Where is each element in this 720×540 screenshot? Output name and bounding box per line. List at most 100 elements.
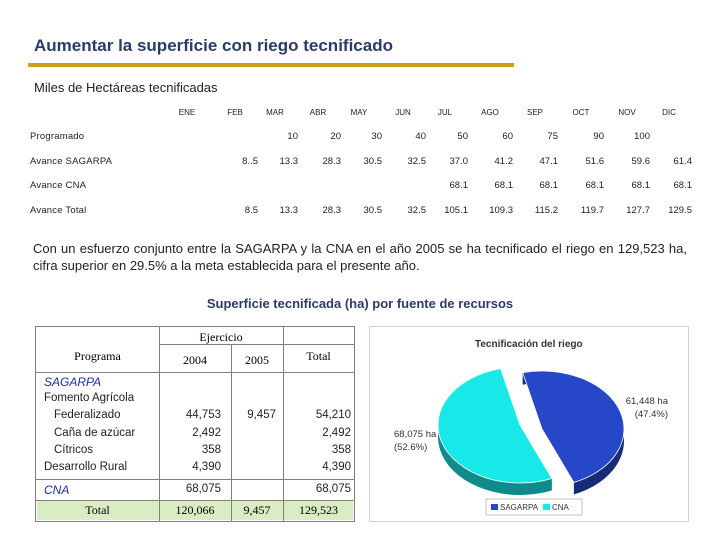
monthly-cell: 32.5 (407, 205, 427, 216)
cell-citricos-2004: 358 (201, 444, 221, 456)
monthly-row-label: Avance SAGARPA (30, 156, 113, 167)
cell-desarrollo-total: 4,390 (322, 461, 351, 473)
monthly-cell: 115.2 (534, 205, 558, 216)
monthly-cell: 32.5 (407, 156, 427, 167)
monthly-row: Programado 10 20 30 40 50 60 75 90 100 (28, 131, 688, 145)
total-row-background (37, 501, 353, 520)
monthly-cell: 8.5 (244, 205, 258, 216)
summary-paragraph: Con un esfuerzo conjunto entre la SAGARP… (33, 241, 687, 273)
pie-slice-sagarpa (522, 370, 625, 483)
monthly-row-label: Programado (30, 131, 85, 142)
month-header-mar: MAR (266, 108, 284, 117)
cell-federalizado-2004: 44,753 (185, 409, 221, 421)
monthly-cell: 20 (330, 131, 341, 142)
monthly-cell: 100 (634, 131, 650, 142)
monthly-cell: 68.1 (631, 180, 651, 191)
monthly-cell: 60 (502, 131, 513, 142)
page-title: Aumentar la superficie con riego tecnifi… (34, 36, 393, 55)
monthly-cell: 127.7 (626, 205, 650, 216)
header-divider (36, 372, 354, 373)
monthly-cell: 41.2 (494, 156, 514, 167)
col-header-2004: 2004 (183, 353, 207, 367)
monthly-cell: 109.3 (489, 205, 513, 216)
funding-table-title: Superficie tecnificada (ha) por fuente d… (206, 296, 514, 311)
monthly-cell: 10 (287, 131, 298, 142)
cna-divider-top (36, 479, 354, 480)
monthly-cell: 13.3 (279, 205, 299, 216)
month-header-oct: OCT (572, 108, 590, 117)
monthly-row-label: Avance CNA (30, 180, 87, 191)
month-header-jun: JUN (395, 108, 411, 117)
funding-table: Programa Ejercicio 2004 2005 Total SAGAR… (35, 326, 355, 522)
col-header-ejercicio: Ejercicio (199, 330, 243, 344)
month-header-nov: NOV (618, 108, 636, 117)
total-divider (36, 500, 354, 501)
pie-label-cna-value: 68,075 ha (394, 429, 437, 440)
cell-desarrollo-2004: 4,390 (192, 461, 221, 473)
total-label: Total (85, 503, 110, 517)
pie-slice-cna (437, 368, 553, 484)
program-label-desarrollo-rural: Desarrollo Rural (44, 461, 128, 473)
month-header-feb: FEB (227, 108, 243, 117)
legend-label-sagarpa: SAGARPA (500, 503, 539, 512)
cell-total-2004: 120,066 (175, 503, 215, 517)
month-header-jul: JUL (437, 108, 453, 117)
legend-swatch-sagarpa (491, 504, 498, 510)
col-divider-2 (231, 344, 232, 521)
pie-slice-side-cna (438, 368, 552, 495)
monthly-row-label: Avance Total (30, 205, 87, 216)
monthly-cell: 68.1 (585, 180, 605, 191)
monthly-cell: 68.1 (673, 180, 693, 191)
col-header-total: Total (306, 349, 331, 363)
month-header-ago: AGO (481, 108, 499, 117)
monthly-cell: 8..5 (242, 156, 258, 167)
monthly-cell: 105.1 (444, 205, 468, 216)
month-header-dic: DIC (662, 108, 676, 117)
col-divider-1 (159, 327, 160, 521)
monthly-cell: 68.1 (449, 180, 469, 191)
legend-label-cna: CNA (552, 503, 570, 512)
monthly-cell: 61.4 (673, 156, 693, 167)
cell-cana-total: 2,492 (322, 427, 351, 439)
monthly-row: Avance CNA 68.1 68.1 68.1 68.1 68.1 68.1 (28, 180, 692, 194)
monthly-cell: 47.1 (539, 156, 559, 167)
monthly-cell: 40 (415, 131, 426, 142)
program-label-federalizado: Federalizado (54, 409, 121, 421)
cell-total-total: 129,523 (299, 503, 338, 517)
monthly-cell: 50 (457, 131, 468, 142)
monthly-cell: 68.1 (539, 180, 559, 191)
legend-swatch-cna (543, 504, 550, 510)
monthly-cell: 51.6 (585, 156, 605, 167)
pie-label-sagarpa-value: 61,448 ha (626, 396, 669, 407)
monthly-cell: 129.5 (668, 205, 692, 216)
month-header-abr: ABR (309, 108, 327, 117)
cell-cna-2004: 68,075 (185, 483, 221, 495)
cell-total-2005: 9,457 (243, 503, 271, 517)
monthly-cell: 28.3 (322, 205, 342, 216)
month-header-ene: ENE (178, 108, 196, 117)
title-underline (28, 63, 514, 67)
col-header-2005: 2005 (245, 353, 269, 367)
monthly-cell: 68.1 (494, 180, 514, 191)
cell-cna-total: 68,075 (315, 483, 351, 495)
cell-cana-2004: 2,492 (192, 427, 221, 439)
pie-chart-svg: 61,448 ha (47.4%) 68,075 ha (52.6%) SAGARPA C… (394, 368, 669, 516)
pie-label-cna-percent: (52.6%) (394, 442, 427, 453)
col-header-programa: Programa (74, 349, 121, 363)
pie-label-sagarpa-percent: (47.4%) (635, 409, 668, 420)
chart-title: Tecnificación del riego (475, 339, 583, 350)
pie-chart-panel: Tecnificación del riego 61,448 ha (47.4%)… (369, 326, 689, 522)
col-divider-3 (283, 327, 284, 521)
monthly-cell: 28.3 (322, 156, 342, 167)
cell-federalizado-2005: 9,457 (247, 409, 276, 421)
month-header-may: MAY (350, 108, 368, 117)
monthly-cell: 75 (547, 131, 558, 142)
fomento-agricola-label: Fomento Agrícola (44, 392, 135, 404)
program-label-citricos: Cítricos (54, 444, 93, 456)
cell-federalizado-total: 54,210 (315, 409, 351, 421)
monthly-cell: 30.5 (363, 205, 383, 216)
monthly-cell: 37.0 (449, 156, 469, 167)
monthly-cell: 59.6 (631, 156, 651, 167)
monthly-cell: 30 (371, 131, 382, 142)
month-header-sep: SEP (526, 108, 543, 117)
